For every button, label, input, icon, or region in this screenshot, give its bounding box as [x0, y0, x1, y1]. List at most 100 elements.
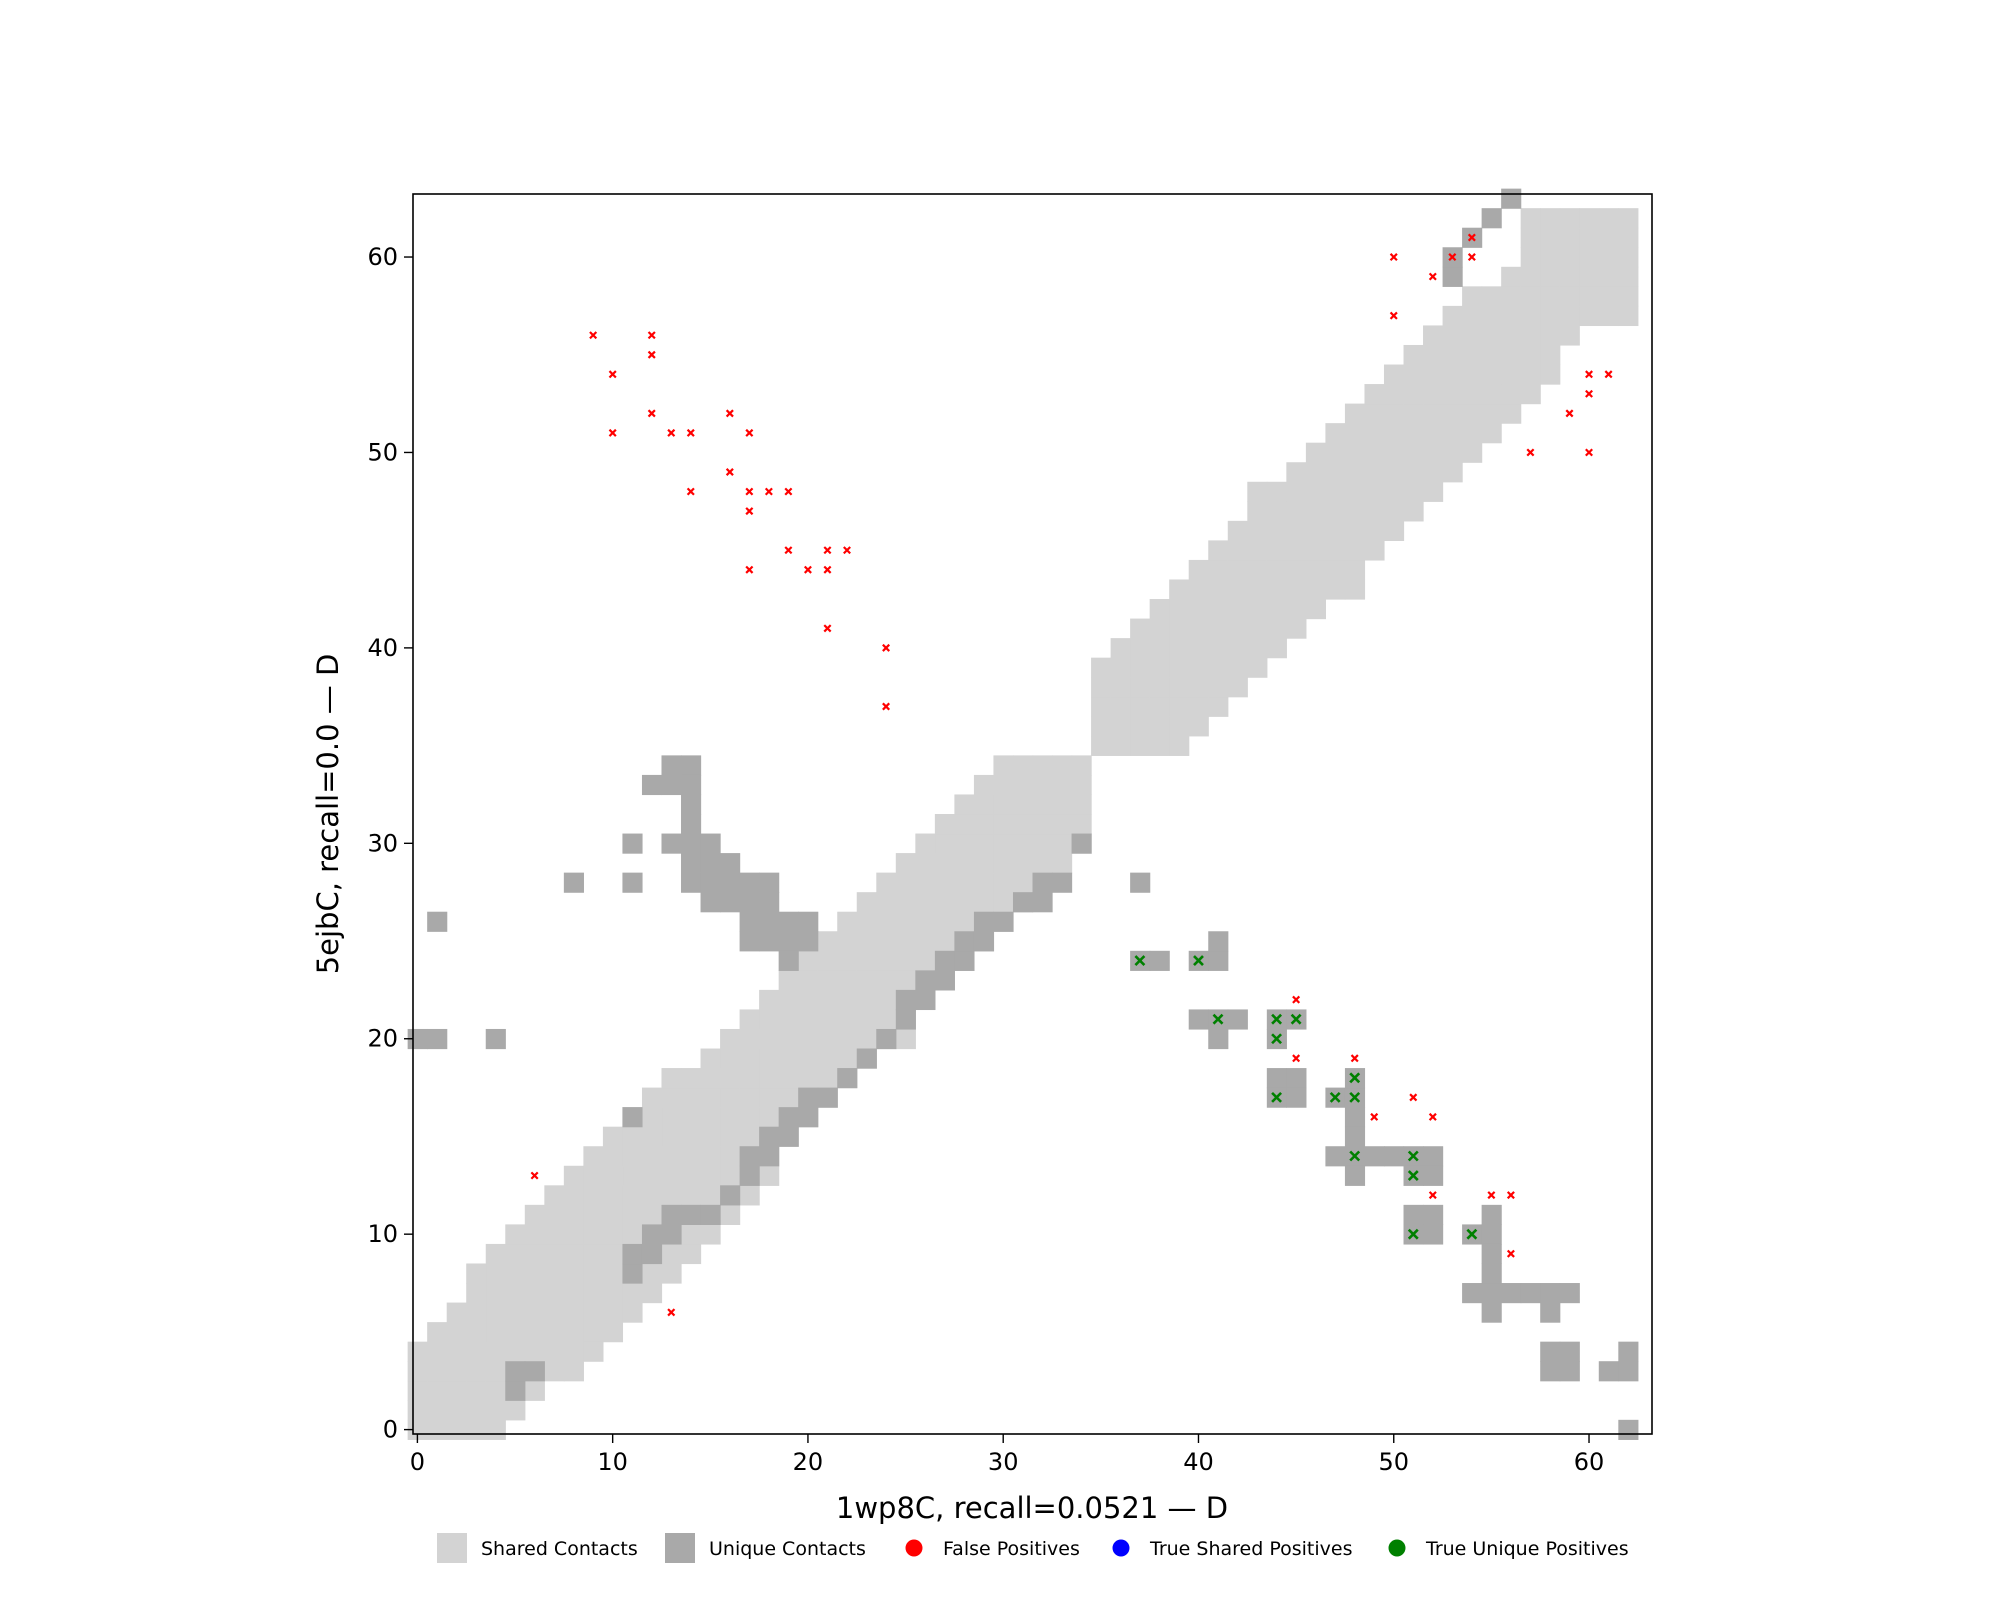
unique-contact-cell — [778, 950, 799, 971]
shared-contact-cell — [973, 814, 995, 835]
unique-contact-cell — [1520, 1283, 1541, 1304]
shared-contact-cell — [876, 892, 897, 913]
shared-contact-cell — [895, 1028, 916, 1050]
shared-contact-cell — [407, 1380, 428, 1401]
shared-contact-cell — [544, 1361, 565, 1382]
shared-contact-cell — [1208, 599, 1229, 620]
shared-contact-cell — [505, 1341, 526, 1362]
true-unique-positive-marker — [1271, 1033, 1283, 1045]
shared-contact-cell — [1110, 677, 1131, 698]
shared-contact-cell — [973, 853, 995, 874]
shared-contact-cell — [466, 1400, 487, 1421]
shared-contact-cell — [993, 833, 1014, 854]
unique-contact-cell — [1501, 1283, 1522, 1304]
shared-contact-cell — [1247, 520, 1268, 541]
shared-contact-cell — [1403, 344, 1424, 366]
unique-contact-cell — [1364, 1146, 1385, 1167]
shared-contact-cell — [837, 1028, 858, 1050]
legend-label: False Positives — [943, 1538, 1080, 1560]
false-positive-marker — [1428, 1112, 1437, 1121]
false-positive-marker — [1409, 1093, 1418, 1102]
unique-contact-cell — [1227, 1009, 1248, 1030]
false-positive-marker — [1389, 253, 1398, 262]
shared-contact-cell — [407, 1361, 428, 1382]
y-tick-label: 0 — [383, 1416, 398, 1444]
unique-contact-cell — [720, 872, 741, 893]
shared-contact-cell — [1266, 618, 1287, 639]
shared-contact-cell — [876, 872, 897, 893]
shared-contact-cell — [1559, 208, 1580, 229]
shared-contact-cell — [446, 1302, 467, 1323]
shared-contact-cell — [1325, 481, 1346, 502]
shared-contact-cell — [739, 1068, 760, 1089]
shared-contact-cell — [583, 1302, 604, 1323]
shared-contact-cell — [1481, 364, 1502, 385]
shared-contact-cell — [1149, 735, 1170, 756]
false-positive-marker — [1526, 448, 1535, 457]
shared-contact-cell — [1266, 638, 1287, 659]
shared-contact-cell — [524, 1302, 545, 1323]
unique-contact-cell — [1540, 1361, 1561, 1382]
shared-contact-cell — [1481, 325, 1502, 346]
shared-contact-cell — [1344, 579, 1366, 600]
unique-contact-cell — [563, 872, 584, 893]
true-unique-positive-marker — [1271, 1013, 1283, 1025]
unique-contact-cell — [759, 1146, 780, 1167]
shared-contact-cell — [1012, 774, 1034, 796]
unique-contact-cell — [1344, 1126, 1366, 1147]
shared-contact-cell — [915, 931, 936, 952]
shared-contact-cell — [1227, 638, 1248, 659]
shared-contact-cell — [427, 1400, 448, 1421]
shared-contact-cell — [1305, 481, 1327, 502]
shared-contact-cell — [1403, 423, 1424, 444]
shared-contact-cell — [583, 1185, 604, 1206]
shared-contact-cell — [1403, 364, 1424, 385]
shared-contact-cell — [1247, 501, 1268, 522]
shared-contact-cell — [720, 1146, 741, 1167]
shared-contact-cell — [563, 1302, 584, 1323]
legend: Shared Contacts Unique Contacts False Posi… — [437, 1533, 1629, 1563]
shared-contact-cell — [700, 1146, 721, 1167]
shared-contact-cell — [622, 1185, 643, 1206]
unique-contact-cell — [1442, 266, 1463, 287]
shared-contact-cell — [1188, 677, 1209, 698]
unique-contact-cell — [1618, 1341, 1639, 1362]
false-positive-marker — [725, 409, 734, 418]
shared-contact-cell — [1032, 814, 1053, 835]
shared-contact-cell — [895, 931, 916, 952]
shared-contact-cell — [1032, 853, 1053, 874]
shared-contact-cell — [1208, 618, 1229, 639]
shared-contact-cell — [1071, 755, 1092, 776]
false-positive-marker — [764, 487, 773, 496]
shared-contact-cell — [798, 1009, 819, 1030]
unique-contact-cell — [700, 1204, 721, 1225]
shared-contact-cell — [505, 1283, 526, 1304]
shared-contact-cell — [466, 1302, 487, 1323]
unique-contact-cell — [622, 833, 643, 854]
shared-contact-cell — [1247, 540, 1268, 561]
shared-contact-cell — [661, 1087, 682, 1108]
unique-contact-cell — [973, 931, 995, 952]
shared-contact-cell — [856, 1009, 877, 1030]
shared-contact-cell — [798, 970, 819, 991]
shared-contact-cell — [759, 1048, 780, 1069]
false-positive-marker — [745, 428, 754, 437]
shared-contact-cell — [876, 911, 897, 932]
shared-contact-cell — [583, 1283, 604, 1304]
shared-contact-cell — [720, 1165, 741, 1186]
shared-contact-cell — [427, 1380, 448, 1401]
shared-contact-cell — [837, 989, 858, 1011]
shared-contact-cell — [1012, 794, 1034, 815]
true-unique-positive-marker — [1349, 1072, 1361, 1084]
unique-contact-cell — [1149, 950, 1170, 971]
shared-contact-cell — [446, 1322, 467, 1343]
shared-contact-cell — [1266, 559, 1287, 581]
unique-contact-cell — [1052, 872, 1073, 893]
unique-contact-cell — [1423, 1146, 1444, 1167]
shared-contact-cell — [485, 1380, 506, 1401]
unique-contact-cell — [1208, 950, 1229, 971]
shared-contact-cell — [1598, 305, 1619, 327]
shared-contact-cell — [817, 989, 838, 1011]
shared-contact-cell — [1559, 266, 1580, 287]
shared-contact-cell — [602, 1322, 624, 1343]
